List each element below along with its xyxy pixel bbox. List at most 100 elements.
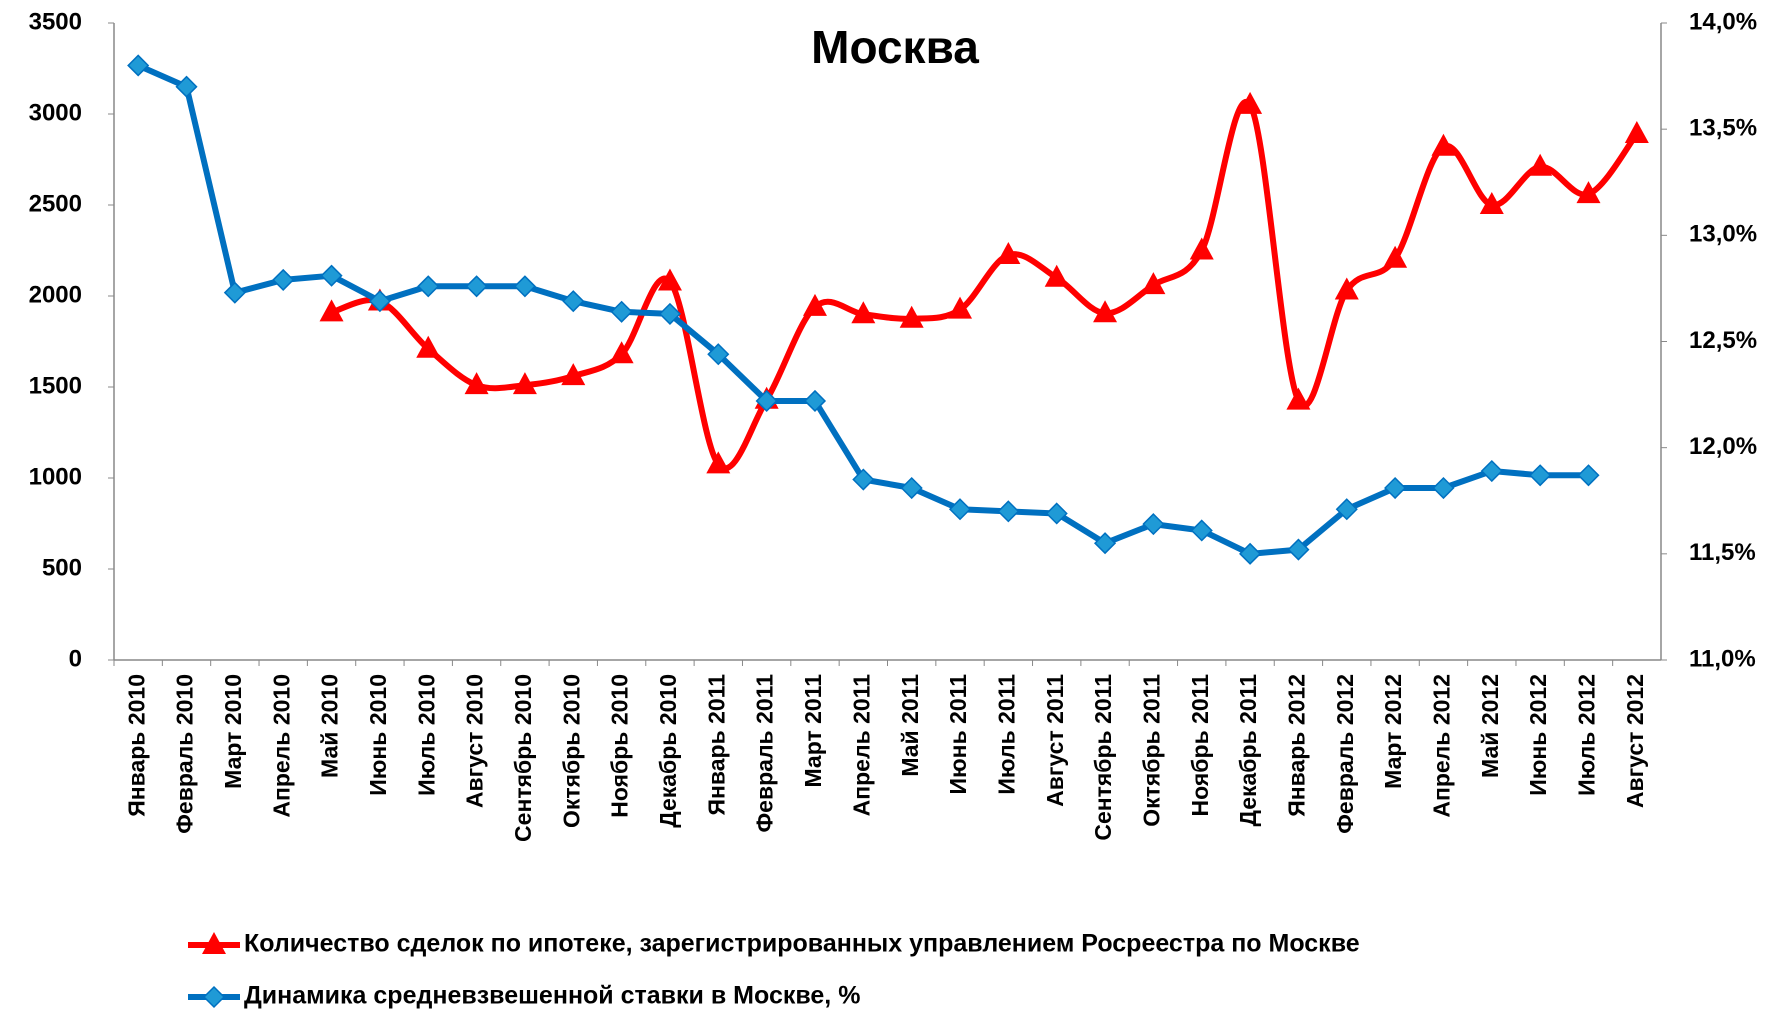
x-tick-label: Апрель 2011 xyxy=(848,674,874,817)
series-line xyxy=(330,99,1640,472)
chart-title: Москва xyxy=(811,21,979,73)
marker xyxy=(1334,277,1359,300)
marker xyxy=(948,498,972,521)
x-tick-label: Февраль 2011 xyxy=(752,674,778,833)
x-tick-label: Сентябрь 2011 xyxy=(1090,674,1116,841)
x-tick-label: Январь 2010 xyxy=(123,674,149,817)
marker xyxy=(658,302,682,325)
x-tick-label: Январь 2011 xyxy=(703,674,729,816)
marker xyxy=(1142,513,1165,536)
marker xyxy=(852,468,875,491)
marker xyxy=(1093,300,1118,323)
y2-tick-label: 12,5% xyxy=(1689,327,1757,354)
marker xyxy=(755,389,778,413)
x-tick-label: Июнь 2012 xyxy=(1525,674,1551,796)
marker xyxy=(417,275,440,298)
x-tick-label: Сентябрь 2010 xyxy=(510,674,536,842)
marker xyxy=(851,301,876,324)
marker xyxy=(1045,502,1068,525)
marker xyxy=(1431,133,1456,156)
legend-label: Количество сделок по ипотеке, зарегистри… xyxy=(244,930,1360,958)
marker xyxy=(319,299,344,322)
y-tick-label: 2500 xyxy=(29,190,82,217)
marker xyxy=(127,54,150,77)
marker xyxy=(223,281,246,304)
marker xyxy=(320,264,343,287)
x-tick-label: Июль 2010 xyxy=(413,674,439,796)
marker xyxy=(609,341,634,364)
marker xyxy=(1141,272,1166,295)
marker xyxy=(1044,264,1069,287)
x-tick-label: Июнь 2011 xyxy=(945,674,971,795)
y-tick-label: 500 xyxy=(42,554,82,581)
x-tick-label: Март 2012 xyxy=(1380,674,1406,789)
marker xyxy=(202,985,226,1009)
y-tick-label: 0 xyxy=(69,645,82,672)
y-tick-label: 3500 xyxy=(29,8,82,35)
x-tick-label: Май 2012 xyxy=(1477,674,1503,778)
marker xyxy=(610,300,633,323)
marker xyxy=(899,305,924,328)
marker xyxy=(512,372,537,395)
marker xyxy=(1189,237,1214,260)
y-tick-label: 3000 xyxy=(29,99,82,126)
y2-tick-label: 11,0% xyxy=(1689,645,1756,672)
marker xyxy=(513,275,536,298)
y-tick-label: 1500 xyxy=(29,372,82,399)
x-tick-label: Июль 2012 xyxy=(1574,674,1600,796)
marker xyxy=(202,932,226,954)
marker xyxy=(657,268,682,291)
marker xyxy=(1624,121,1649,144)
marker xyxy=(1479,192,1504,214)
x-tick-label: Июнь 2010 xyxy=(365,674,391,796)
marker xyxy=(368,290,391,313)
marker xyxy=(175,75,198,98)
x-tick-label: Декабрь 2011 xyxy=(1235,674,1261,827)
x-tick-label: Март 2011 xyxy=(800,674,826,788)
marker xyxy=(1239,542,1262,565)
marker xyxy=(272,268,295,291)
y2-tick-label: 13,0% xyxy=(1689,221,1757,248)
x-tick-label: Декабрь 2010 xyxy=(655,674,681,828)
marker xyxy=(464,372,489,395)
x-tick-label: Май 2010 xyxy=(317,674,343,778)
x-tick-label: Август 2012 xyxy=(1622,674,1648,808)
y2-tick-label: 11,5% xyxy=(1689,539,1756,566)
x-tick-label: Ноябрь 2010 xyxy=(607,674,633,818)
marker xyxy=(1238,91,1263,114)
marker xyxy=(465,275,488,298)
x-tick-label: Июль 2011 xyxy=(993,674,1019,795)
marker xyxy=(1286,387,1311,410)
x-tick-label: Февраль 2010 xyxy=(172,674,198,834)
x-tick-label: Октябрь 2010 xyxy=(558,674,584,828)
x-tick-label: Март 2010 xyxy=(220,674,246,789)
marker xyxy=(1576,181,1601,204)
x-tick-label: Январь 2012 xyxy=(1284,674,1310,817)
marker xyxy=(997,500,1020,523)
marker xyxy=(1093,532,1117,555)
marker xyxy=(1432,476,1455,500)
marker xyxy=(1335,498,1358,521)
x-tick-label: Ноябрь 2011 xyxy=(1187,674,1213,817)
y2-tick-label: 14,0% xyxy=(1689,8,1757,35)
marker xyxy=(1287,538,1310,561)
marker xyxy=(900,476,923,500)
y-tick-label: 2000 xyxy=(29,281,82,308)
x-tick-label: Февраль 2012 xyxy=(1332,674,1358,834)
marker xyxy=(996,242,1021,265)
x-tick-label: Апрель 2012 xyxy=(1429,674,1455,818)
marker xyxy=(1577,464,1600,487)
x-tick-label: Апрель 2010 xyxy=(268,674,294,818)
legend-label: Динамика средневзвешенной ставки в Москв… xyxy=(244,982,860,1010)
marker xyxy=(1528,153,1553,176)
marker xyxy=(803,389,827,413)
x-tick-label: Октябрь 2011 xyxy=(1138,674,1164,827)
x-tick-label: Август 2010 xyxy=(462,674,488,808)
marker xyxy=(948,296,973,319)
y-tick-label: 1000 xyxy=(29,463,82,490)
y2-tick-label: 13,5% xyxy=(1689,115,1757,142)
marker xyxy=(1529,464,1552,487)
marker xyxy=(561,363,586,386)
marker xyxy=(562,290,585,313)
marker xyxy=(416,335,441,358)
